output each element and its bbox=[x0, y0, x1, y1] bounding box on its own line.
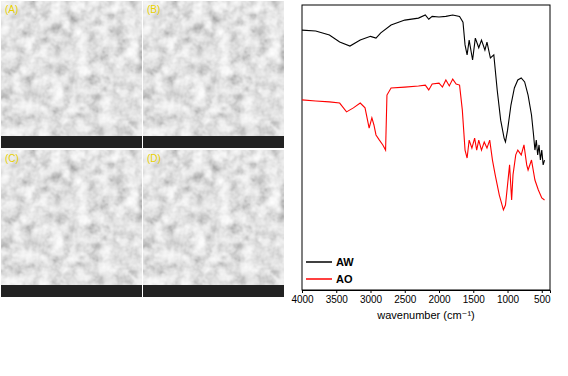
info-bar bbox=[143, 285, 284, 297]
micrograph-image bbox=[143, 1, 284, 148]
x-tick-mark bbox=[508, 290, 509, 293]
micrograph: (C) bbox=[1, 150, 142, 297]
legend-label: AO bbox=[336, 273, 353, 285]
figure: (A) (B) (C) (D) 4000 3500 3000 2500 2000 1500 1000… bbox=[0, 0, 568, 376]
x-tick-mark bbox=[336, 290, 337, 293]
x-tick: 1000 bbox=[497, 290, 520, 305]
x-tick-mark bbox=[405, 290, 406, 293]
legend: AW AO bbox=[306, 256, 354, 285]
x-axis-line bbox=[303, 291, 551, 294]
legend-swatch bbox=[306, 278, 332, 280]
micrograph: (A) bbox=[1, 1, 142, 148]
x-axis: 4000 3500 3000 2500 2000 1500 1000 500 bbox=[291, 290, 551, 305]
micrograph-image bbox=[1, 1, 142, 148]
spectrum-line bbox=[302, 79, 545, 210]
x-tick: 2500 bbox=[394, 290, 417, 305]
spectrum-line bbox=[302, 15, 545, 165]
x-tick: 2000 bbox=[428, 290, 451, 305]
x-tick-label: 4000 bbox=[291, 294, 314, 305]
micrograph-image bbox=[1, 150, 142, 297]
x-tick: 3500 bbox=[326, 290, 349, 305]
x-tick-label: 3000 bbox=[360, 294, 383, 305]
x-tick-mark bbox=[542, 290, 543, 293]
series-group bbox=[302, 15, 545, 210]
legend-label: AW bbox=[336, 256, 354, 268]
x-tick-label: 1000 bbox=[497, 294, 520, 305]
legend-swatch bbox=[306, 261, 332, 263]
x-tick-label: 3500 bbox=[326, 294, 349, 305]
x-tick: 3000 bbox=[360, 290, 383, 305]
x-tick: 500 bbox=[534, 290, 551, 305]
x-tick-mark bbox=[473, 290, 474, 293]
chart: 4000 3500 3000 2500 2000 1500 1000 500 wavenumbe… bbox=[291, 5, 551, 321]
info-bar bbox=[1, 136, 142, 148]
x-tick: 1500 bbox=[463, 290, 486, 305]
x-tick-mark bbox=[439, 290, 440, 293]
panel-label: (A) bbox=[5, 4, 18, 15]
micrograph: (B) bbox=[143, 1, 284, 148]
info-bar bbox=[143, 136, 284, 148]
panel-label: (C) bbox=[5, 153, 19, 164]
x-tick: 4000 bbox=[291, 290, 314, 305]
x-tick-label: 500 bbox=[534, 294, 551, 305]
x-tick-label: 2000 bbox=[428, 294, 451, 305]
info-bar bbox=[1, 285, 142, 297]
micrograph-image bbox=[143, 150, 284, 297]
plot-frame bbox=[302, 5, 550, 290]
micrographs: (A) (B) (C) (D) bbox=[1, 1, 284, 297]
x-axis-title: wavenumber (cm⁻¹) bbox=[376, 309, 475, 321]
panel-label: (D) bbox=[147, 153, 161, 164]
x-tick-label: 2500 bbox=[394, 294, 417, 305]
panel-label: (B) bbox=[147, 4, 160, 15]
x-tick-mark bbox=[302, 290, 303, 293]
x-tick-mark bbox=[371, 290, 372, 293]
x-tick-label: 1500 bbox=[463, 294, 486, 305]
micrograph: (D) bbox=[143, 150, 284, 297]
